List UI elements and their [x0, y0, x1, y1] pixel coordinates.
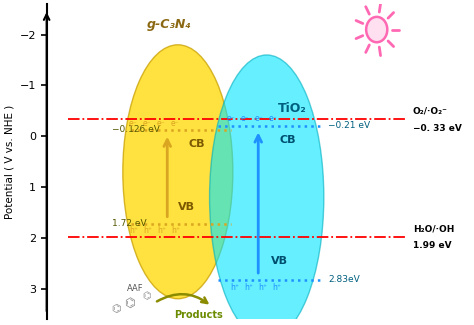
Text: e⁻: e⁻	[171, 119, 180, 128]
Text: h⁺: h⁺	[157, 226, 166, 235]
Text: e⁻: e⁻	[240, 114, 249, 124]
Text: ⌬: ⌬	[142, 291, 150, 301]
Text: h⁺: h⁺	[129, 226, 138, 235]
Text: ⌬: ⌬	[124, 296, 135, 309]
Ellipse shape	[123, 45, 233, 299]
Text: e⁻: e⁻	[227, 114, 235, 124]
Text: CB: CB	[189, 139, 205, 149]
Text: 1.99 eV: 1.99 eV	[413, 241, 451, 251]
Y-axis label: Potential ( V vs. NHE ): Potential ( V vs. NHE )	[4, 105, 14, 219]
Ellipse shape	[210, 55, 324, 325]
Text: AAF: AAF	[127, 284, 144, 293]
Text: h⁺: h⁺	[143, 226, 152, 235]
Circle shape	[366, 17, 387, 42]
Text: h⁺: h⁺	[245, 282, 254, 292]
Text: h⁺: h⁺	[273, 282, 282, 292]
Text: CB: CB	[280, 135, 296, 145]
Text: e⁻: e⁻	[157, 119, 165, 128]
Text: Products: Products	[174, 310, 223, 320]
Text: e⁻: e⁻	[255, 114, 263, 124]
Text: e⁻: e⁻	[129, 119, 138, 128]
Text: H₂O/·OH: H₂O/·OH	[413, 224, 454, 233]
Text: 1.72 eV: 1.72 eV	[112, 219, 147, 228]
Text: h⁺: h⁺	[258, 282, 267, 292]
Text: 2.83eV: 2.83eV	[328, 276, 360, 284]
Text: −0.126 eV: −0.126 eV	[112, 125, 160, 134]
Text: g-C₃N₄: g-C₃N₄	[147, 18, 192, 31]
Text: h⁺: h⁺	[171, 226, 180, 235]
Text: −0. 33 eV: −0. 33 eV	[413, 124, 462, 133]
Text: ⌬: ⌬	[111, 304, 121, 314]
Text: e⁻: e⁻	[268, 114, 277, 124]
Text: h⁺: h⁺	[230, 282, 239, 292]
Text: e⁻: e⁻	[143, 119, 152, 128]
Text: −0.21 eV: −0.21 eV	[328, 121, 370, 130]
Text: O₂/·O₂⁻: O₂/·O₂⁻	[413, 106, 447, 115]
Text: TiO₂: TiO₂	[278, 102, 307, 115]
Text: VB: VB	[178, 202, 195, 212]
Text: VB: VB	[271, 256, 288, 266]
